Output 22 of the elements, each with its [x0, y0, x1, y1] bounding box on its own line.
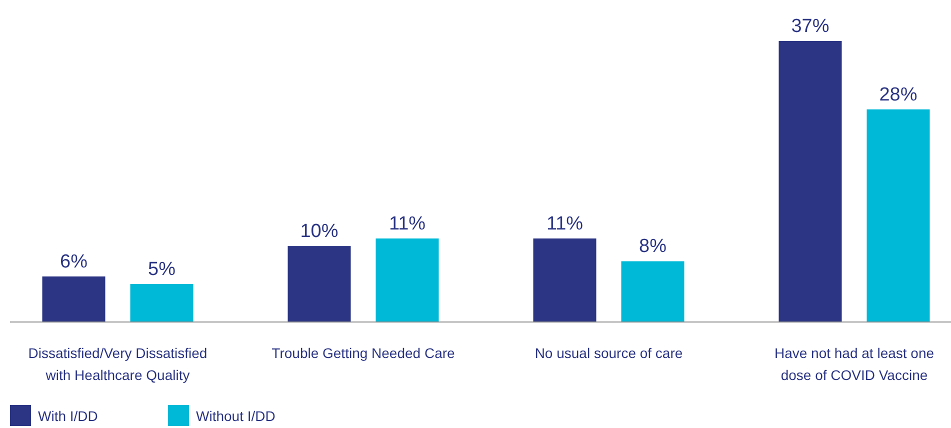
x-tick-label: Trouble Getting Needed Care	[272, 345, 456, 361]
data-label: 5%	[148, 259, 176, 280]
data-label: 11%	[546, 213, 584, 234]
bar	[130, 284, 194, 322]
x-tick-label: Dissatisfied/Very Dissatisfied with Healthcare Quality	[28, 345, 208, 383]
legend-label: Without I/DD	[196, 408, 276, 424]
x-tick-label: No usual source of care	[534, 345, 683, 361]
bar	[42, 276, 106, 322]
data-label: 11%	[388, 213, 426, 234]
data-label: 28%	[879, 84, 918, 106]
data-label: 8%	[639, 236, 667, 258]
data-label: 10%	[300, 221, 338, 242]
legend-label: With I/DD	[38, 408, 98, 424]
bar	[778, 41, 842, 322]
data-label: 6%	[60, 251, 88, 272]
bar	[288, 246, 351, 322]
data-label: 37%	[791, 16, 830, 37]
bar	[376, 238, 439, 322]
bar	[533, 238, 596, 322]
bar	[621, 261, 684, 322]
x-tick-label: Have not had at least one dose of COVID Vaccine	[774, 345, 934, 383]
bar	[866, 109, 930, 322]
